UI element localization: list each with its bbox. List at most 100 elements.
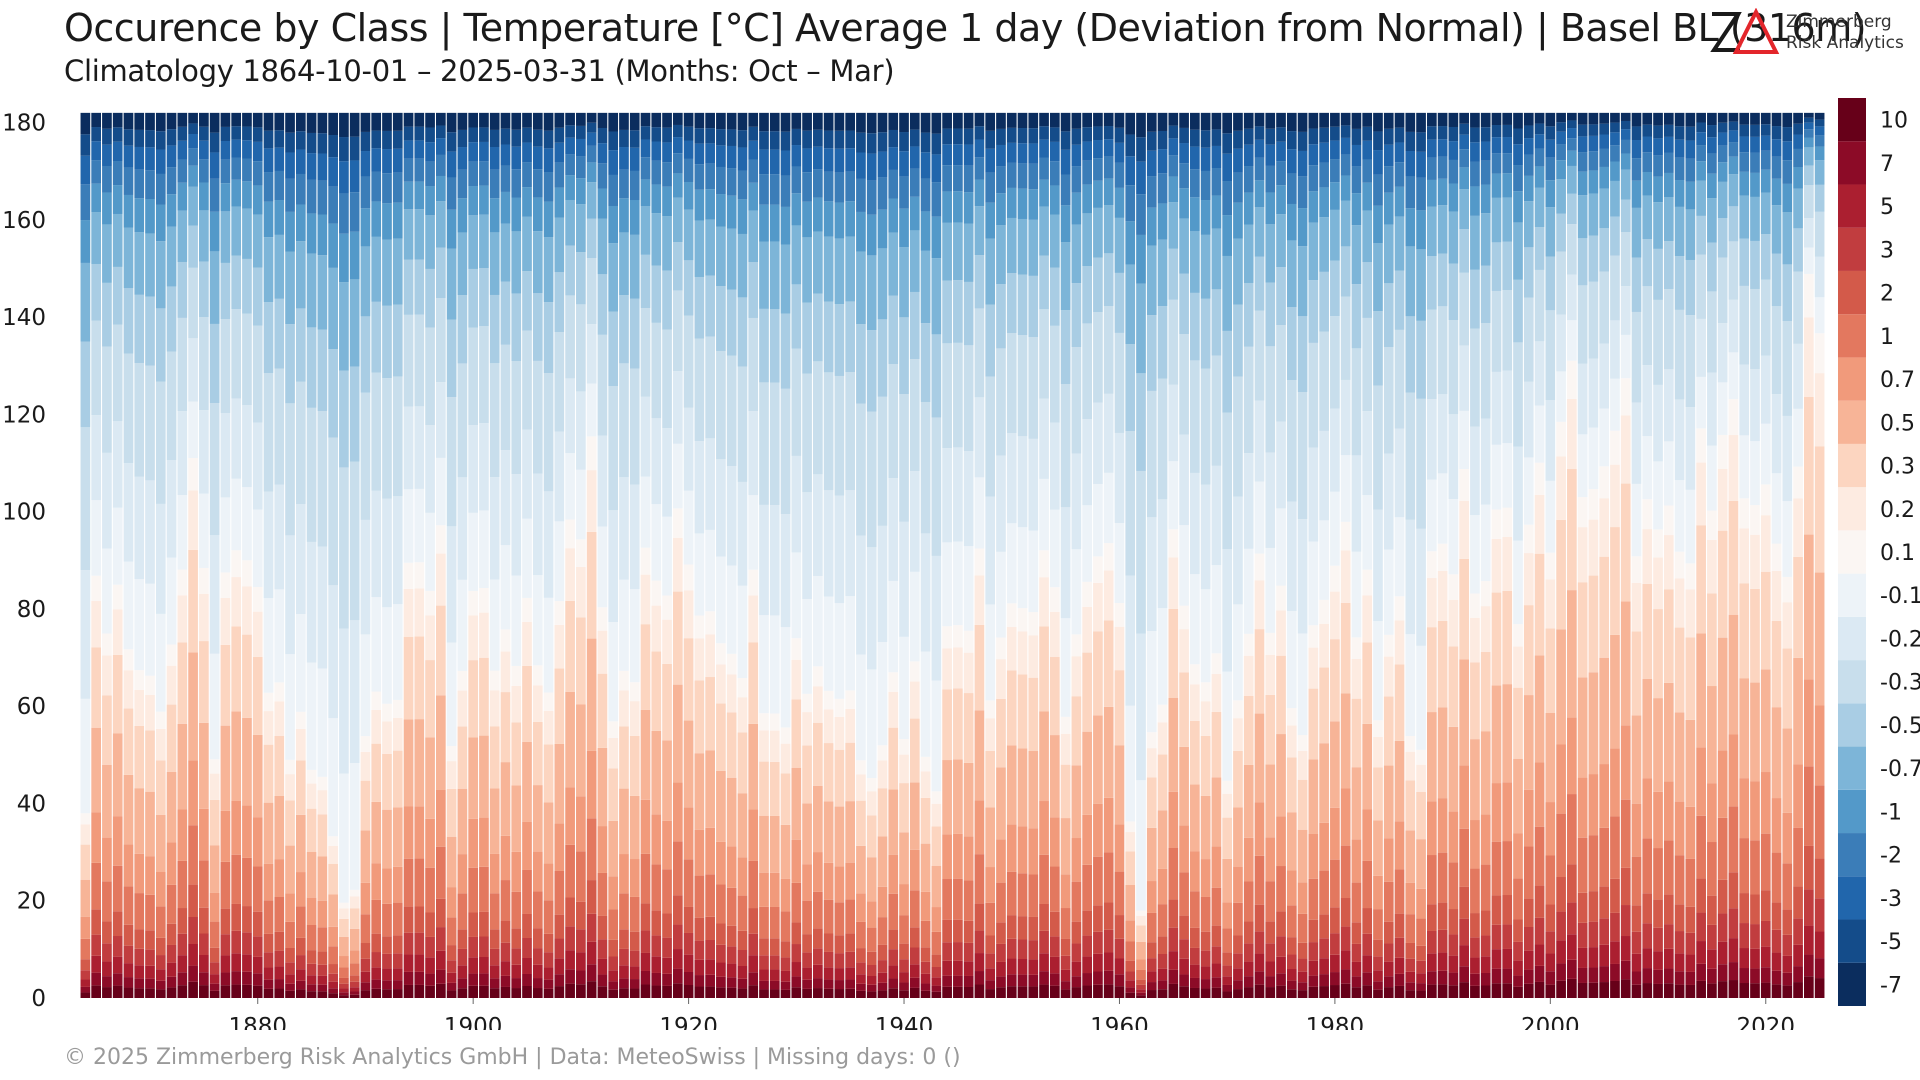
bar-segment <box>1125 264 1136 345</box>
bar-segment <box>1179 986 1189 998</box>
bar-segment <box>672 124 683 138</box>
bar-segment <box>1470 426 1480 516</box>
bar-segment <box>662 937 672 958</box>
bar-segment <box>1426 801 1437 856</box>
bar-segment <box>522 187 532 217</box>
bar-segment <box>382 809 392 869</box>
bar-segment <box>1502 370 1513 444</box>
bar-segment <box>1739 968 1750 984</box>
bar-segment <box>996 112 1006 129</box>
bar-segment <box>597 188 608 219</box>
bar-segment <box>1039 255 1049 310</box>
bar-segment <box>489 112 500 130</box>
bar-segment <box>909 571 920 662</box>
bar-segment <box>134 232 145 295</box>
bar-segment <box>629 368 640 485</box>
bar-segment <box>1362 159 1373 183</box>
bar-segment <box>242 906 252 933</box>
bar-segment <box>112 985 123 998</box>
bar-segment <box>683 315 694 408</box>
bar-segment <box>1717 218 1728 258</box>
bar-segment <box>274 589 285 683</box>
bar-segment <box>242 404 252 488</box>
bar-segment <box>780 627 791 728</box>
bar-segment <box>823 899 834 934</box>
colorbar-label: 7 <box>1880 152 1894 177</box>
bar-segment <box>1642 838 1653 894</box>
bar-segment <box>1782 812 1793 864</box>
bar-segment <box>1685 589 1696 638</box>
bar-segment <box>1577 982 1588 998</box>
bar-segment <box>823 201 834 237</box>
bar-segment <box>1588 193 1599 236</box>
bar-segment <box>1093 984 1103 998</box>
bar-segment <box>1405 176 1416 209</box>
bar-segment <box>1416 398 1426 529</box>
bar-segment <box>102 921 112 944</box>
bar-segment <box>1631 931 1642 954</box>
bar-segment <box>597 334 608 436</box>
bar-segment <box>1340 125 1351 138</box>
bar-segment <box>91 127 101 142</box>
bar-segment <box>1416 210 1426 250</box>
bar-segment <box>1728 980 1739 998</box>
bar-segment <box>834 980 845 990</box>
bar-segment <box>586 941 597 965</box>
bar-segment <box>1804 317 1814 397</box>
colorbar-swatch <box>1838 357 1866 401</box>
bar-segment <box>856 974 866 984</box>
bar-segment <box>274 896 285 932</box>
bar-segment <box>543 744 554 803</box>
bar-segment <box>1459 149 1469 168</box>
bar-segment <box>748 955 759 973</box>
bar-segment <box>1179 605 1189 630</box>
bar-segment <box>1782 264 1793 322</box>
bar-segment <box>683 490 694 565</box>
bar-segment <box>209 990 220 998</box>
bar-segment <box>726 777 737 847</box>
bar-segment <box>791 699 802 768</box>
bar-segment <box>1707 153 1717 174</box>
bar-segment <box>576 125 586 139</box>
bar-segment <box>1480 141 1491 161</box>
bar-segment <box>1416 839 1426 889</box>
bar-segment <box>619 854 629 894</box>
bar-segment <box>1556 940 1566 964</box>
bar-segment <box>1351 551 1362 638</box>
bar-segment <box>349 896 360 909</box>
bar-segment <box>231 711 242 801</box>
bar-segment <box>813 988 823 998</box>
bar-segment <box>629 147 640 171</box>
bar-segment <box>1265 837 1276 882</box>
bar-segment <box>748 159 759 183</box>
bar-segment <box>866 791 877 816</box>
bar-segment <box>651 127 662 142</box>
bar-segment <box>1265 654 1276 695</box>
bar-segment <box>1491 112 1502 125</box>
bar-segment <box>468 590 479 616</box>
bar-segment <box>716 944 726 963</box>
bar-segment <box>716 962 726 977</box>
bar-segment <box>1470 617 1480 663</box>
bar-year-1888 <box>339 112 349 998</box>
bar-segment <box>134 579 145 671</box>
bar-segment <box>1577 285 1588 364</box>
bar-segment <box>1200 130 1211 148</box>
colorbar-label: 0.5 <box>1880 411 1915 436</box>
bar-segment <box>1480 910 1491 936</box>
bar-segment <box>1286 870 1297 906</box>
bar-segment <box>1717 382 1728 435</box>
bar-segment <box>1620 867 1631 906</box>
bar-segment <box>716 556 726 644</box>
bar-segment <box>996 225 1006 285</box>
bar-segment <box>199 972 209 986</box>
bar-segment <box>1696 912 1706 942</box>
bar-segment <box>662 112 672 128</box>
bar-segment <box>1093 140 1103 159</box>
bar-segment <box>1513 646 1523 688</box>
bar-segment <box>953 942 963 961</box>
bar-segment <box>328 157 338 187</box>
bar-segment <box>813 293 823 362</box>
bar-segment <box>317 112 328 134</box>
bar-segment <box>1243 987 1254 998</box>
